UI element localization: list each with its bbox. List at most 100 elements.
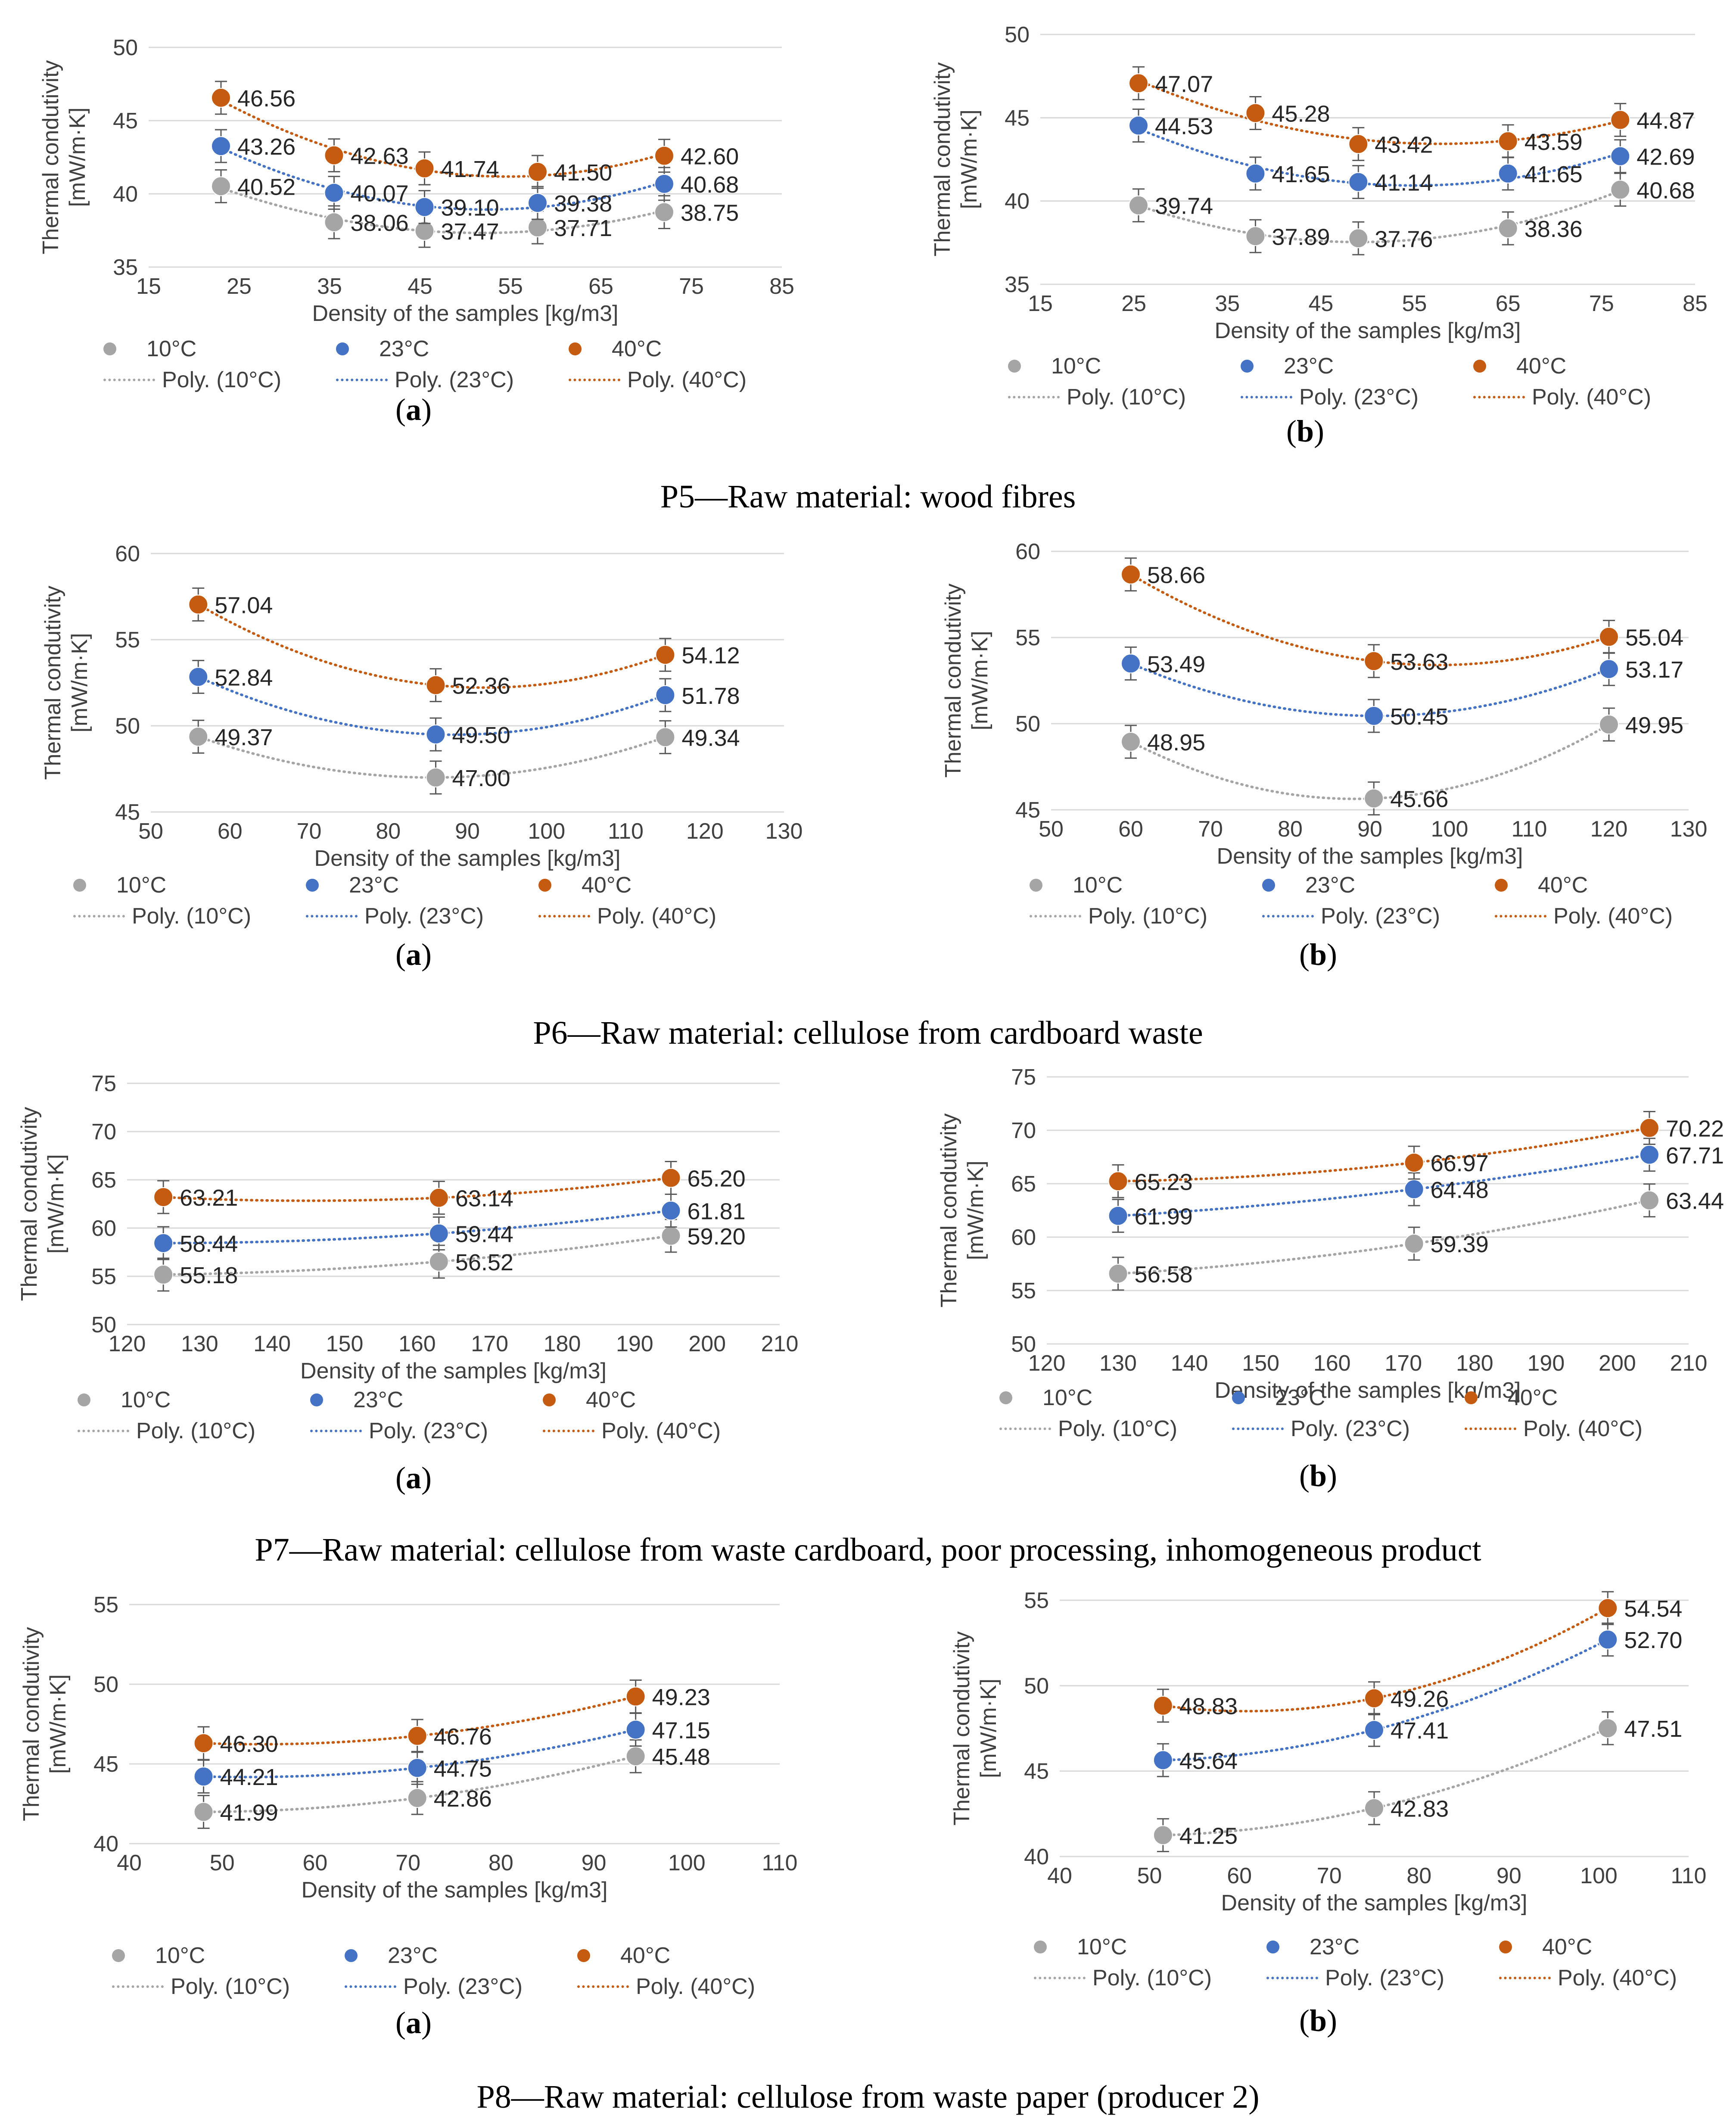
y-tick-label: 40: [1024, 1844, 1049, 1869]
legend-item: Poly. (23°C): [345, 1974, 523, 2000]
data-point: [193, 1767, 214, 1787]
data-label: 41.25: [1179, 1823, 1238, 1849]
trendline: [1129, 662, 1610, 718]
data-point: [1498, 131, 1518, 151]
caption-p8: P8—Raw material: cellulose from waste pa…: [476, 2079, 1260, 2115]
data-point: [528, 193, 548, 213]
legend-item: 40°C: [538, 872, 632, 898]
data-label: 48.83: [1179, 1694, 1238, 1720]
legend-line-icon: [569, 379, 620, 381]
y-tick-label: 60: [115, 541, 140, 566]
data-point: [1348, 172, 1369, 192]
x-tick-label: 200: [1599, 1351, 1636, 1376]
x-tick-label: 50: [138, 819, 163, 844]
panel-label: (a): [395, 2006, 432, 2040]
data-point: [1498, 218, 1518, 239]
data-point: [625, 1720, 646, 1740]
legend-item: Poly. (10°C): [73, 903, 251, 929]
legend-label: Poly. (40°C): [601, 1418, 721, 1443]
data-point: [1404, 1234, 1424, 1254]
trendline: [1137, 79, 1622, 145]
data-label: 65.20: [688, 1166, 746, 1192]
x-tick-label: 80: [1406, 1863, 1431, 1888]
legend-item: 10°C: [112, 1943, 205, 1969]
data-point: [414, 197, 435, 217]
y-tick-label: 55: [1015, 625, 1040, 650]
data-point: [1610, 180, 1630, 200]
legend-item: Poly. (23°C): [1266, 1965, 1444, 1991]
x-tick-label: 120: [109, 1331, 146, 1356]
x-axis-title: Density of the samples [kg/m3]: [314, 846, 621, 871]
data-point: [1404, 1179, 1424, 1199]
legend-item: 23°C: [310, 1387, 403, 1413]
data-label: 45.64: [1179, 1748, 1238, 1774]
data-label: 49.37: [215, 725, 273, 750]
trendline: [162, 1209, 672, 1244]
chart-p5-a: 35 40 45 50 15 25 35 45 55 65 75 85 Density of the s…: [38, 35, 794, 326]
x-tick-label: 140: [1171, 1351, 1208, 1376]
data-label: 45.48: [652, 1744, 710, 1770]
chart-p7-a: 50 55 60 65 70 75 120 130 140 150 160 170 180 190 200 2…: [17, 1071, 798, 1384]
data-label: 43.42: [1375, 132, 1433, 158]
data-point: [1153, 1825, 1173, 1845]
y-tick-label: 65: [1011, 1172, 1036, 1197]
y-tick-label: 35: [1005, 272, 1030, 297]
data-point: [1108, 1206, 1128, 1226]
x-tick-label: 110: [608, 819, 644, 844]
data-label: 41.65: [1524, 162, 1583, 187]
data-label: 59.20: [688, 1224, 746, 1250]
y-tick-label: 50: [1005, 22, 1030, 47]
x-tick-label: 40: [1047, 1863, 1072, 1888]
legend-label: 10°C: [116, 873, 167, 898]
data-point: [1364, 1688, 1384, 1708]
data-label: 53.49: [1147, 651, 1205, 677]
x-tick-label: 150: [326, 1331, 364, 1356]
x-tick-label: 35: [1215, 291, 1240, 316]
legend-label: 10°C: [155, 1943, 205, 1968]
data-point: [429, 1251, 449, 1272]
data-label: 63.21: [180, 1185, 238, 1211]
y-tick-label: 45: [1015, 798, 1040, 823]
legend-label: Poly. (23°C): [403, 1974, 523, 1999]
data-point: [655, 645, 675, 665]
data-point: [414, 158, 435, 178]
x-tick-label: 100: [1580, 1863, 1618, 1888]
legend-item: 23°C: [1262, 872, 1355, 898]
legend-line-icon: [73, 915, 125, 917]
legend-marker-icon: [112, 1949, 125, 1962]
x-axis-title: Density of the samples [kg/m3]: [312, 301, 619, 326]
x-tick-label: 120: [1028, 1351, 1066, 1376]
legend-item: Poly. (40°C): [1473, 384, 1651, 410]
y-tick-label: 50: [93, 1672, 118, 1697]
data-label: 41.99: [220, 1800, 278, 1826]
x-tick-label: 90: [582, 1851, 607, 1875]
panel-label: (b): [1299, 937, 1337, 972]
y-tick-label: 40: [93, 1832, 118, 1857]
legend-marker-icon: [73, 879, 86, 892]
y-axis-title: Thermal condutivity[mW/m·K]: [40, 586, 92, 780]
data-label: 49.26: [1391, 1686, 1449, 1712]
x-tick-label: 25: [227, 274, 252, 299]
legend-line-icon: [1262, 915, 1314, 917]
legend-label: 23°C: [388, 1943, 438, 1968]
legend-label: Poly. (10°C): [171, 1974, 290, 1999]
data-label: 50.45: [1390, 704, 1448, 730]
legend-item: 23°C: [1232, 1385, 1325, 1411]
data-point: [407, 1726, 427, 1746]
x-tick-label: 110: [1671, 1863, 1707, 1888]
data-point: [1364, 1720, 1384, 1740]
legend-marker-icon: [1030, 879, 1042, 892]
legend-item: Poly. (10°C): [78, 1418, 255, 1444]
y-tick-label: 40: [1005, 189, 1030, 214]
y-tick-label: 45: [93, 1752, 118, 1777]
legend-item: 40°C: [1465, 1385, 1558, 1411]
trendline: [1161, 1638, 1609, 1762]
x-tick-label: 40: [117, 1851, 142, 1875]
trendline: [220, 99, 666, 178]
data-label: 41.74: [441, 156, 499, 182]
legend-label: Poly. (40°C): [1558, 1966, 1677, 1990]
legend-marker-icon: [999, 1391, 1012, 1404]
y-tick-label: 55: [1011, 1278, 1036, 1303]
legend-line-icon: [1008, 396, 1060, 398]
legend-line-icon: [1034, 1977, 1086, 1979]
